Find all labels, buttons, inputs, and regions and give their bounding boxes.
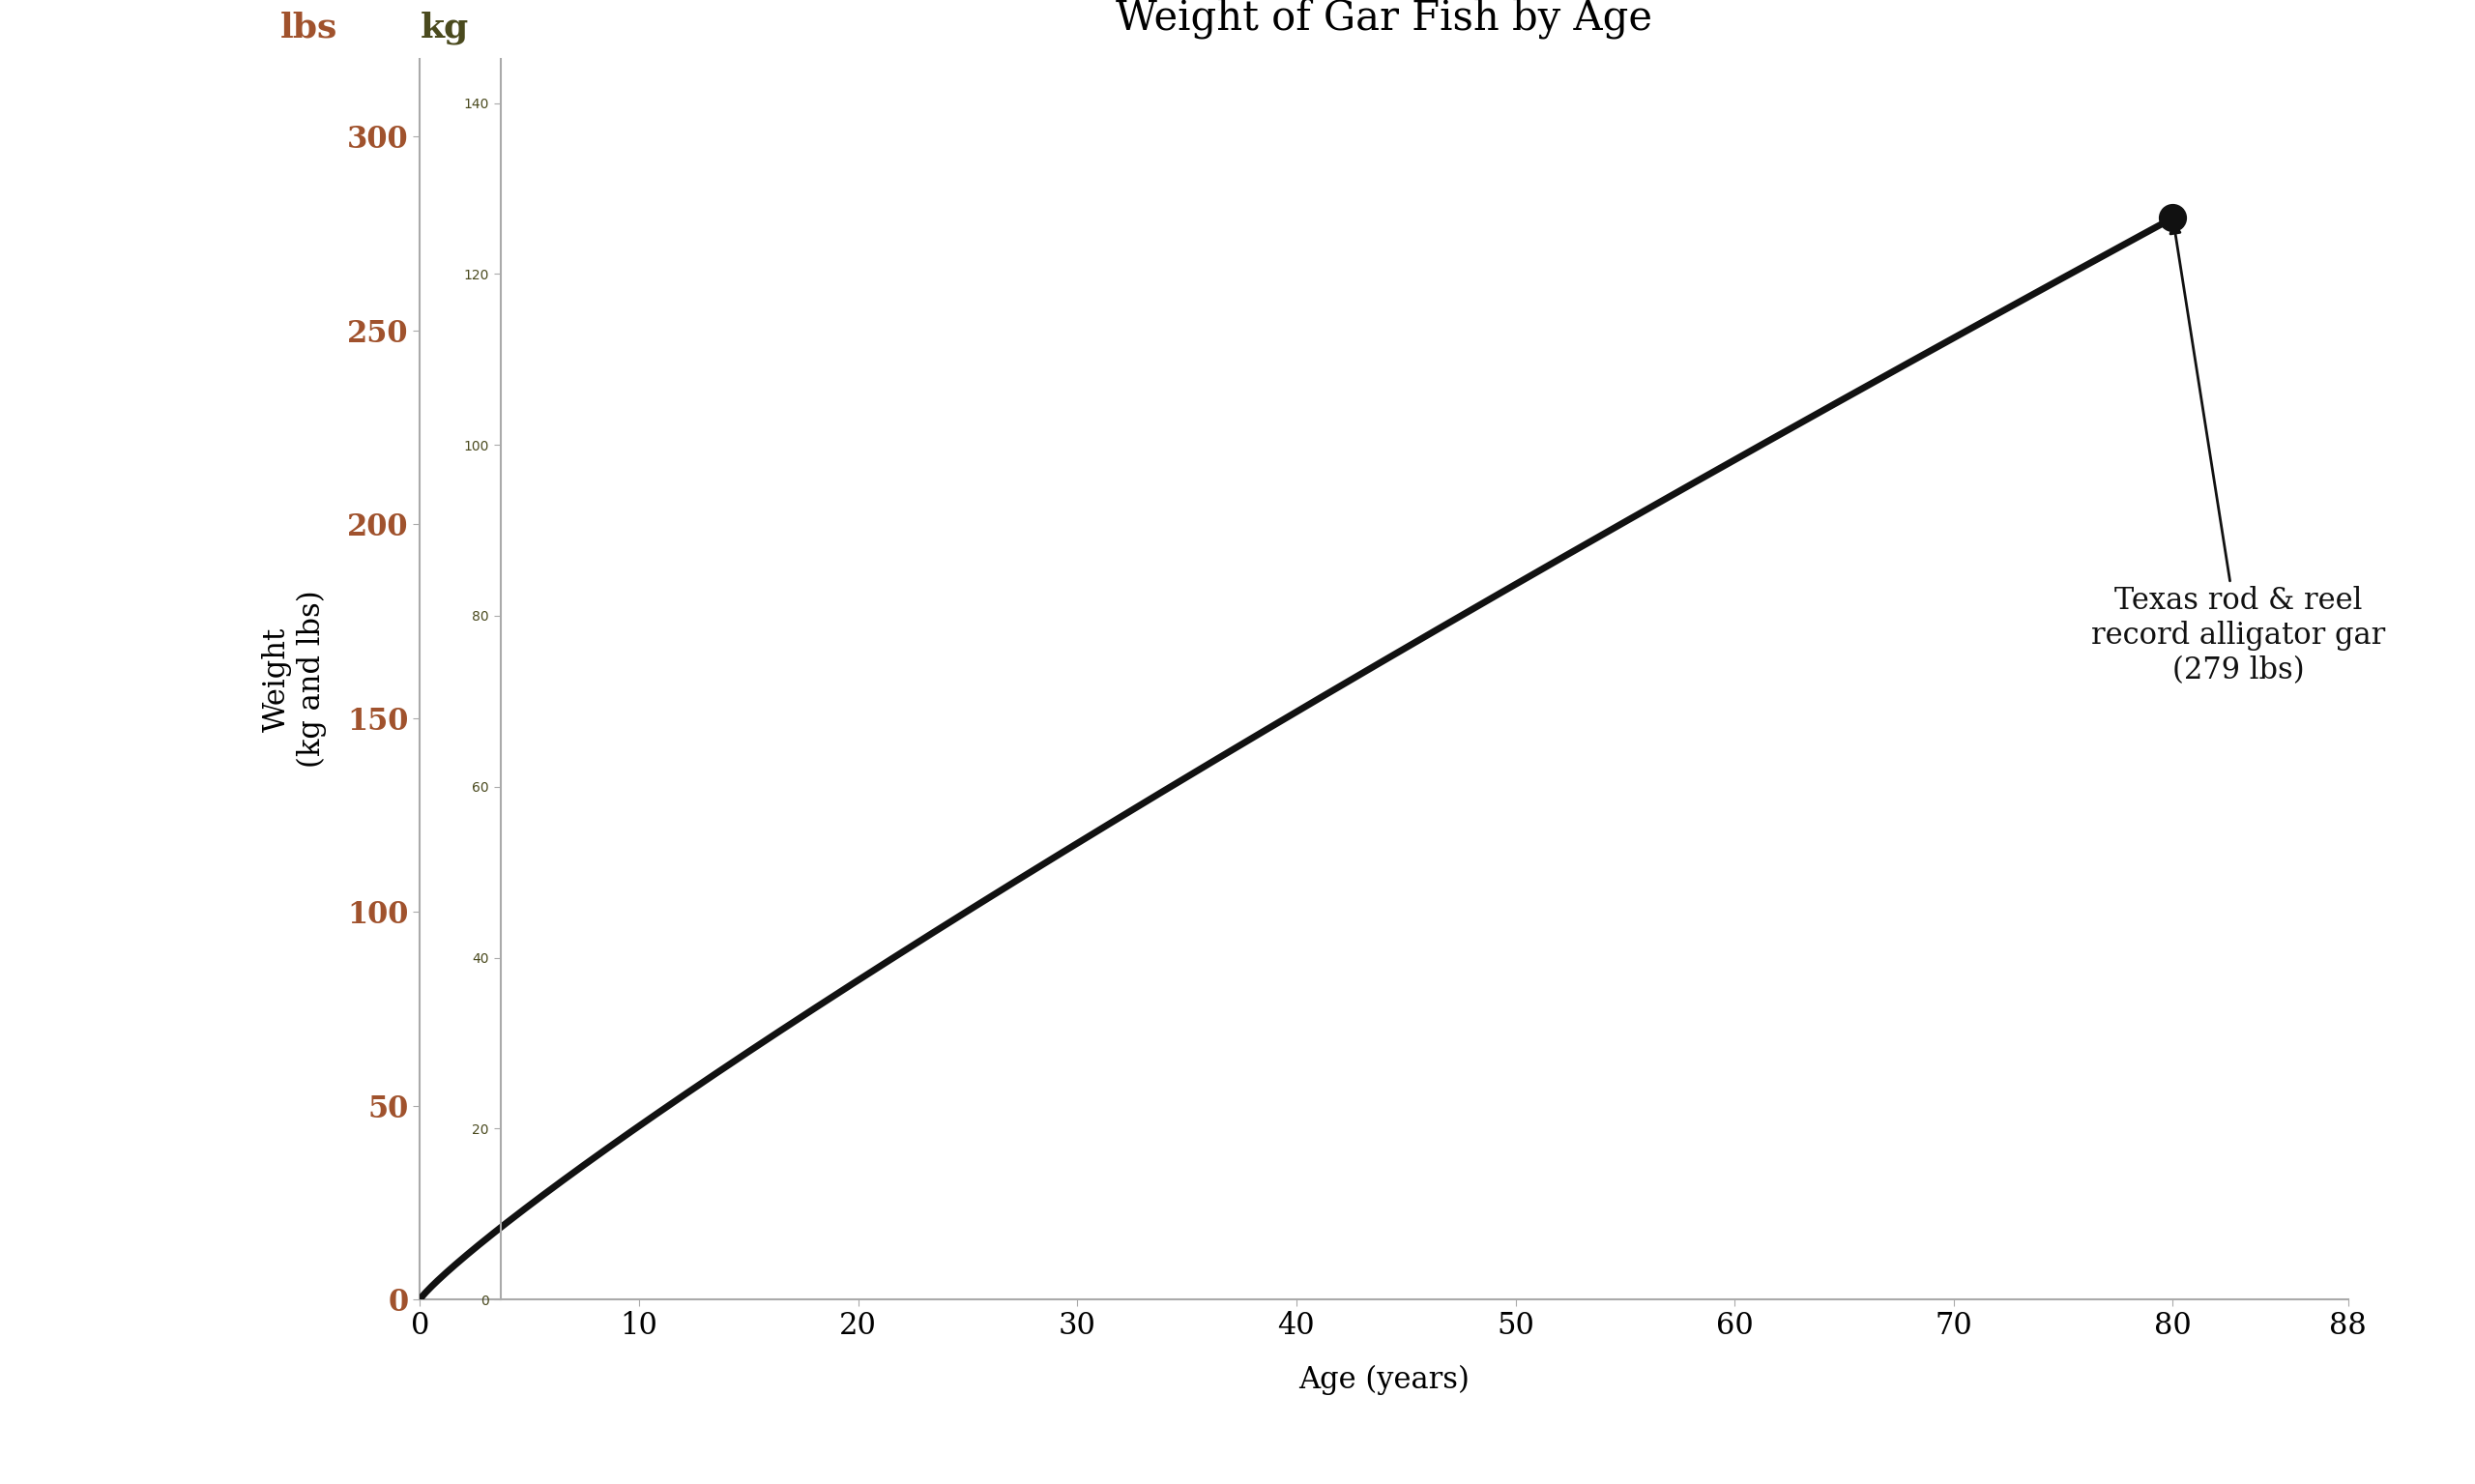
Y-axis label: Weight
(kg and lbs): Weight (kg and lbs) bbox=[262, 591, 327, 769]
Text: Texas rod & reel
record alligator gar
(279 lbs): Texas rod & reel record alligator gar (2… bbox=[2091, 224, 2386, 686]
Text: lbs: lbs bbox=[280, 12, 337, 45]
Title: Weight of Gar Fish by Age: Weight of Gar Fish by Age bbox=[1116, 0, 1653, 39]
Text: kg: kg bbox=[421, 10, 468, 45]
X-axis label: Age (years): Age (years) bbox=[1299, 1365, 1470, 1395]
